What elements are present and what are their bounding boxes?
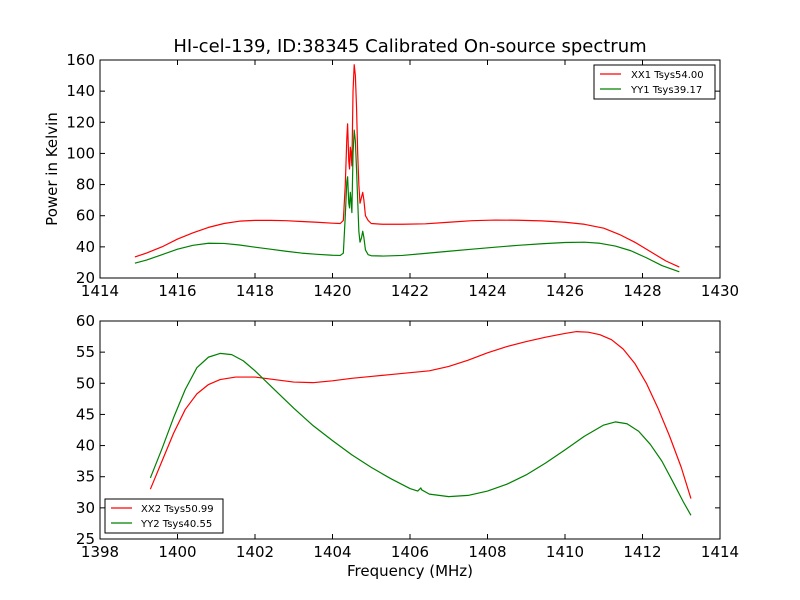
top-legend-box — [593, 64, 716, 100]
top-x-tick-label: 1426 — [546, 282, 584, 300]
bottom-x-tick-label: 1398 — [81, 543, 119, 561]
bottom-y-tick-label: 25 — [76, 530, 95, 548]
top-legend: XX1 Tsys54.00 YY1 Tsys39.17 — [593, 64, 716, 100]
bottom-y-tick-label: 30 — [76, 499, 95, 517]
top-y-tick-label: 40 — [76, 238, 95, 256]
bottom-x-axis-label: Frequency (MHz) — [347, 562, 473, 580]
bottom-y-tick-label: 55 — [76, 343, 95, 361]
top-legend-label-yy1: YY1 Tsys39.17 — [630, 85, 702, 96]
top-y-axis-label: Power in Kelvin — [43, 112, 61, 226]
bottom-y-tick-label: 60 — [76, 312, 95, 330]
bottom-x-tick-label: 1402 — [236, 543, 274, 561]
bottom-y-tick-label: 50 — [76, 374, 95, 392]
top-plot-frame — [99, 59, 721, 279]
top-chart-title: HI-cel-139, ID:38345 Calibrated On-sourc… — [173, 36, 646, 57]
bottom-x-tick-label: 1406 — [391, 543, 429, 561]
bottom-spectrum-panel: Frequency (MHz) 1398 1400 1402 1404 1406 1408… — [76, 312, 739, 580]
top-x-tick-label: 1420 — [313, 282, 351, 300]
bottom-axis-tick-labels: 1398 1400 1402 1404 1406 1408 1410 1412 1414 25 30… — [76, 312, 739, 561]
bottom-x-tick-label: 1400 — [158, 543, 196, 561]
bottom-plot-lines — [149, 330, 692, 516]
top-x-tick-label: 1424 — [468, 282, 506, 300]
top-y-tick-label: 160 — [66, 51, 95, 69]
top-x-tick-label: 1422 — [391, 282, 429, 300]
top-axis-tick-labels: 1414 1416 1418 1420 1422 1424 1426 1428 1430 20 40… — [66, 51, 739, 300]
top-x-tick-label: 1430 — [701, 282, 739, 300]
top-legend-label-xx1: XX1 Tsys54.00 — [631, 70, 704, 81]
top-y-tick-label: 100 — [66, 144, 95, 162]
bottom-legend-box — [104, 498, 224, 534]
top-x-tick-label: 1416 — [158, 282, 196, 300]
bottom-x-tick-label: 1412 — [623, 543, 661, 561]
top-x-tick-label: 1418 — [236, 282, 274, 300]
bottom-legend-label-xx2: XX2 Tsys50.99 — [141, 504, 214, 515]
bottom-legend-label-yy2: YY2 Tsys40.55 — [140, 519, 212, 530]
top-y-tick-label: 60 — [76, 207, 95, 225]
top-spectrum-panel: HI-cel-139, ID:38345 Calibrated On-sourc… — [43, 36, 739, 300]
bottom-y-tick-label: 45 — [76, 405, 95, 423]
bottom-series-line-yy2 — [149, 352, 692, 516]
bottom-y-tick-label: 40 — [76, 437, 95, 455]
bottom-x-tick-label: 1404 — [313, 543, 351, 561]
bottom-x-tick-label: 1410 — [546, 543, 584, 561]
bottom-y-tick-label: 35 — [76, 468, 95, 486]
bottom-plot-frame — [99, 320, 721, 540]
bottom-x-tick-label: 1414 — [701, 543, 739, 561]
top-x-tick-label: 1414 — [81, 282, 119, 300]
top-series-line-xx1 — [134, 64, 680, 268]
top-y-tick-label: 120 — [66, 113, 95, 131]
top-y-tick-label: 20 — [76, 269, 95, 287]
top-y-tick-label: 140 — [66, 82, 95, 100]
bottom-x-tick-label: 1408 — [468, 543, 506, 561]
bottom-series-line-xx2 — [149, 330, 692, 499]
top-y-tick-label: 80 — [76, 176, 95, 194]
top-x-tick-label: 1428 — [623, 282, 661, 300]
top-plot-lines — [134, 64, 680, 273]
top-series-line-yy1 — [134, 129, 680, 273]
bottom-legend: XX2 Tsys50.99 YY2 Tsys40.55 — [104, 498, 224, 534]
